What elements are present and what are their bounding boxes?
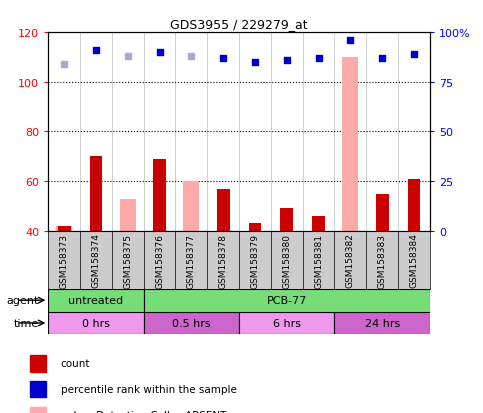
- Bar: [184, 182, 199, 231]
- Text: value, Detection Call = ABSENT: value, Detection Call = ABSENT: [61, 410, 226, 413]
- Bar: [239, 312, 334, 335]
- Text: percentile rank within the sample: percentile rank within the sample: [61, 384, 237, 394]
- Bar: [335, 312, 430, 335]
- Bar: [48, 289, 144, 312]
- Text: untreated: untreated: [69, 295, 124, 306]
- Text: GSM158379: GSM158379: [251, 233, 259, 288]
- Bar: [120, 199, 136, 231]
- Bar: [144, 312, 239, 335]
- Bar: [56, 226, 72, 231]
- Bar: [342, 58, 358, 231]
- Text: GSM158374: GSM158374: [91, 233, 100, 288]
- Point: [187, 54, 195, 60]
- Text: GSM158380: GSM158380: [282, 233, 291, 288]
- Bar: [30, 407, 46, 413]
- Bar: [144, 289, 430, 312]
- Point: [156, 50, 163, 56]
- Point: [346, 38, 354, 44]
- Text: 6 hrs: 6 hrs: [273, 318, 301, 328]
- Bar: [30, 381, 46, 397]
- Text: GSM158377: GSM158377: [187, 233, 196, 288]
- Bar: [58, 226, 71, 231]
- Title: GDS3955 / 229279_at: GDS3955 / 229279_at: [170, 17, 308, 31]
- Bar: [249, 224, 261, 231]
- Text: GSM158384: GSM158384: [410, 233, 418, 288]
- Text: agent: agent: [6, 295, 39, 306]
- Point: [92, 47, 100, 54]
- Point: [410, 52, 418, 58]
- Point: [315, 55, 323, 62]
- Point: [378, 55, 386, 62]
- Bar: [90, 157, 102, 231]
- Text: GSM158373: GSM158373: [60, 233, 69, 288]
- Point: [124, 54, 132, 60]
- Bar: [48, 312, 144, 335]
- Bar: [312, 216, 325, 231]
- Text: time: time: [14, 318, 39, 328]
- Point: [283, 57, 291, 64]
- Text: GSM158378: GSM158378: [219, 233, 227, 288]
- Point: [251, 59, 259, 66]
- Bar: [30, 355, 46, 372]
- Bar: [281, 209, 293, 231]
- Bar: [217, 189, 229, 231]
- Text: 0.5 hrs: 0.5 hrs: [172, 318, 211, 328]
- Point: [219, 55, 227, 62]
- Text: GSM158375: GSM158375: [123, 233, 132, 288]
- Text: GSM158383: GSM158383: [378, 233, 387, 288]
- Text: 0 hrs: 0 hrs: [82, 318, 110, 328]
- Text: count: count: [61, 358, 90, 368]
- Bar: [408, 179, 420, 231]
- Text: PCB-77: PCB-77: [267, 295, 307, 306]
- Bar: [153, 159, 166, 231]
- Text: GSM158382: GSM158382: [346, 233, 355, 288]
- Text: GSM158381: GSM158381: [314, 233, 323, 288]
- Text: GSM158376: GSM158376: [155, 233, 164, 288]
- Point: [60, 62, 68, 68]
- Text: 24 hrs: 24 hrs: [365, 318, 400, 328]
- Bar: [376, 194, 388, 231]
